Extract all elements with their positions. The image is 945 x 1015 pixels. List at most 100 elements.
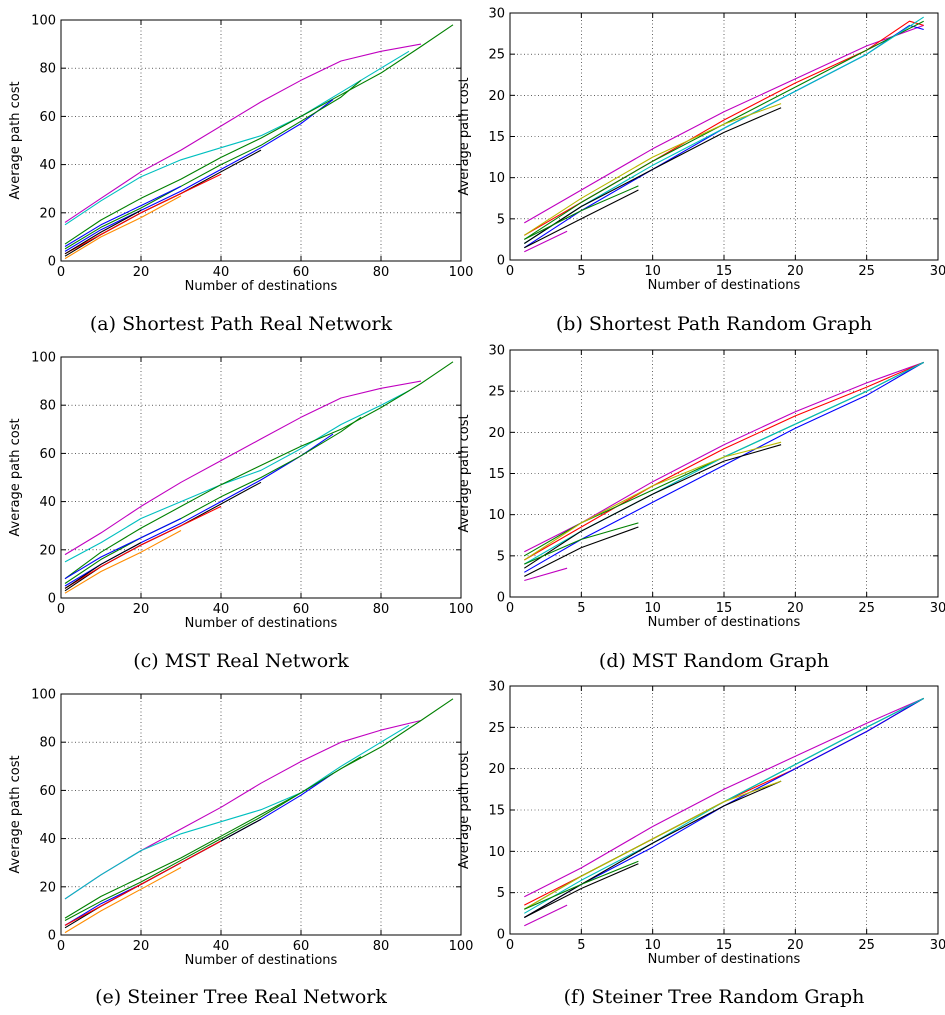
y-tick-label: 30 (488, 344, 505, 359)
subfigure-caption: (f) Steiner Tree Random Graph (564, 986, 865, 1008)
y-tick-label: 15 (488, 130, 505, 145)
x-tick-label: 0 (506, 601, 514, 616)
chart-panel-4: 0 20 40 60 80 100 0 20 40 60 80 100 Number of destin… (8, 688, 473, 1009)
series-line-5 (64, 840, 222, 926)
x-tick-label: 10 (644, 264, 661, 279)
x-tick-label: 25 (858, 938, 875, 953)
series-line-7 (64, 867, 182, 934)
x-tick-label: 15 (716, 601, 733, 616)
series-line-1 (524, 361, 924, 561)
series-line-0 (64, 43, 422, 223)
y-tick-label: 0 (48, 592, 56, 607)
x-tick-label: 15 (716, 938, 733, 953)
y-tick-label: 30 (488, 680, 505, 695)
y-tick-label: 5 (497, 549, 505, 564)
x-tick-label: 25 (858, 264, 875, 279)
y-tick-label: 80 (39, 62, 56, 77)
x-tick-label: 0 (57, 265, 65, 280)
y-tick-label: 20 (39, 543, 56, 558)
x-tick-label: 40 (213, 265, 230, 280)
y-tick-label: 100 (31, 351, 56, 366)
x-tick-label: 20 (787, 601, 804, 616)
series-line-9 (524, 230, 568, 253)
plot-frame (60, 19, 462, 262)
plot-frame (60, 356, 462, 599)
y-axis-label: Average path cost (457, 414, 472, 532)
series-line-2 (524, 361, 924, 573)
y-axis-label: Average path cost (457, 751, 472, 869)
y-tick-label: 20 (488, 89, 505, 104)
y-axis-label: Average path cost (8, 81, 23, 199)
x-tick-label: 20 (133, 602, 150, 617)
x-tick-label: 40 (213, 602, 230, 617)
series-line-2 (64, 698, 454, 921)
x-tick-label: 5 (577, 938, 585, 953)
x-tick-label: 100 (449, 602, 474, 617)
subfigure-caption: (d) MST Random Graph (599, 650, 829, 672)
series-line-3 (64, 433, 334, 587)
series-line-9 (64, 542, 142, 589)
subfigure-caption: (b) Shortest Path Random Graph (556, 313, 872, 335)
x-tick-label: 30 (930, 601, 945, 616)
chart-panel-3: 0 5 10 15 20 25 30 0 5 10 15 20 25 30 Number of destin… (457, 344, 945, 673)
series-line-6 (524, 780, 782, 910)
x-tick-label: 25 (858, 601, 875, 616)
series-line-8 (64, 530, 182, 594)
y-tick-label: 20 (39, 206, 56, 221)
x-tick-label: 80 (373, 939, 390, 954)
x-tick-label: 0 (57, 602, 65, 617)
x-tick-label: 60 (293, 265, 310, 280)
series-line-9 (524, 904, 568, 927)
subfigure-caption: (e) Steiner Tree Real Network (95, 986, 387, 1008)
series-line-2 (524, 697, 924, 918)
y-tick-label: 30 (488, 7, 505, 22)
x-tick-label: 0 (506, 938, 514, 953)
plot-frame (60, 693, 462, 936)
series-line-1 (64, 390, 410, 563)
y-axis-label: Average path cost (8, 755, 23, 873)
y-tick-label: 25 (488, 721, 505, 736)
series-line-5 (64, 505, 222, 589)
series-line-0 (524, 24, 924, 224)
y-tick-label: 0 (497, 591, 505, 606)
chart-panel-0: 0 20 40 60 80 100 0 20 40 60 80 100 Number of destin… (8, 14, 473, 336)
y-tick-label: 10 (488, 171, 505, 186)
series-line-7 (64, 518, 182, 580)
series-line-6 (64, 79, 362, 250)
x-axis-label: Number of destinations (185, 953, 338, 968)
x-tick-label: 10 (644, 601, 661, 616)
series-line-8 (524, 860, 639, 910)
x-tick-label: 0 (506, 264, 514, 279)
series-line-4 (64, 818, 262, 929)
y-tick-label: 100 (31, 14, 56, 29)
x-axis-label: Number of destinations (648, 615, 801, 630)
series-group (523, 16, 925, 253)
x-tick-label: 5 (577, 264, 585, 279)
chart-panel-5: 0 5 10 15 20 25 30 0 5 10 15 20 25 30 Number of destin… (457, 680, 945, 1009)
series-group (64, 361, 454, 594)
series-line-7 (524, 189, 639, 249)
y-tick-label: 60 (39, 110, 56, 125)
y-tick-label: 25 (488, 385, 505, 400)
chart-panel-1: 0 5 10 15 20 25 30 0 5 10 15 20 25 30 Number of destin… (457, 7, 945, 336)
y-tick-label: 0 (48, 255, 56, 270)
x-tick-label: 0 (57, 939, 65, 954)
x-axis-label: Number of destinations (648, 278, 801, 293)
series-line-5 (524, 780, 782, 918)
y-tick-label: 60 (39, 447, 56, 462)
x-tick-label: 30 (930, 938, 945, 953)
x-tick-label: 20 (787, 938, 804, 953)
x-tick-label: 20 (787, 264, 804, 279)
y-tick-label: 40 (39, 495, 56, 510)
series-group (64, 698, 454, 934)
y-tick-label: 20 (488, 426, 505, 441)
chart-panel-2: 0 20 40 60 80 100 0 20 40 60 80 100 Number of destin… (8, 351, 473, 673)
series-line-0 (64, 380, 422, 556)
subfigure-caption: (c) MST Real Network (133, 650, 349, 672)
y-axis-label: Average path cost (8, 418, 23, 536)
series-line-6 (64, 756, 362, 919)
y-tick-label: 15 (488, 467, 505, 482)
series-line-7 (64, 185, 182, 247)
y-axis-label: Average path cost (457, 77, 472, 195)
